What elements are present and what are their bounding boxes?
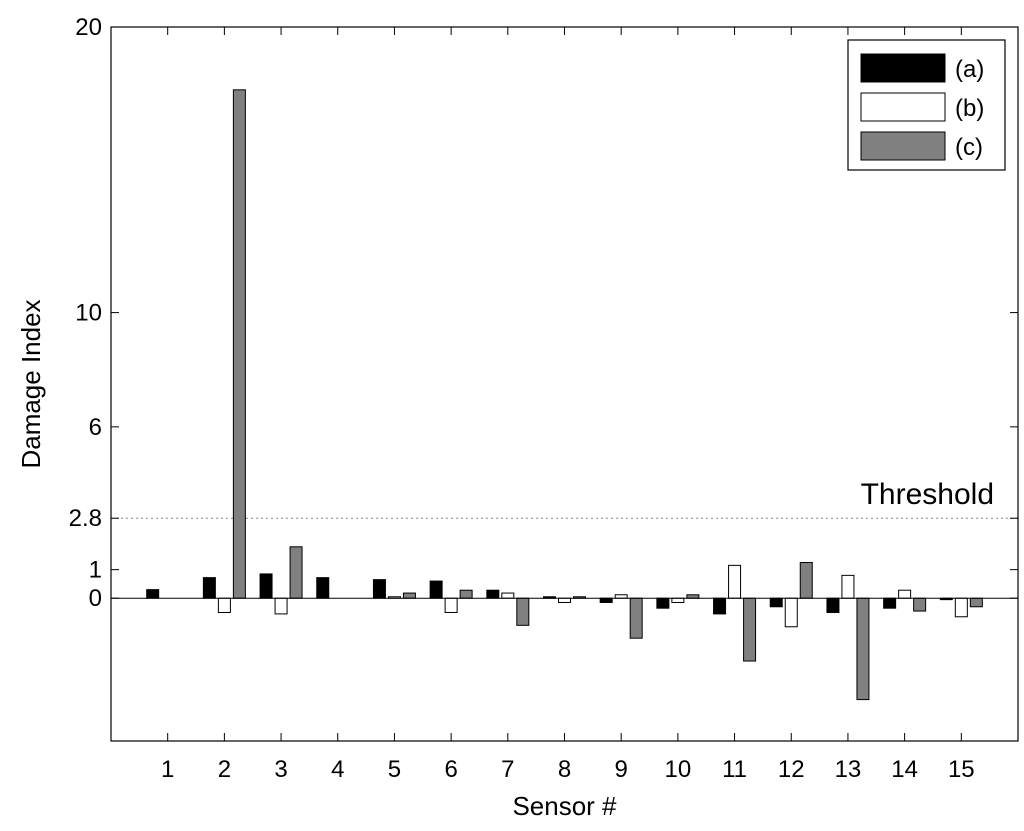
y-tick-label: 2.8 [69, 505, 102, 532]
bar-b-sensor-6 [444, 597, 458, 613]
bar-c-sensor-15 [969, 597, 983, 608]
bar-b-sensor-2 [217, 597, 231, 613]
bar-c-sensor-11 [743, 597, 757, 662]
y-tick-label: 10 [75, 300, 102, 327]
bar-c-sensor-3 [289, 546, 303, 599]
bar-a-sensor-4 [316, 577, 330, 599]
y-tick-label: 0 [89, 585, 102, 612]
bar-a-sensor-12 [769, 597, 783, 608]
bar-c-sensor-14 [913, 597, 927, 612]
y-tick-label: 6 [89, 414, 102, 441]
legend: (a) (b) (c) [847, 39, 1006, 171]
bar-b-sensor-11 [728, 564, 742, 599]
bar-b-sensor-10 [671, 597, 685, 603]
bar-c-sensor-2 [232, 89, 246, 599]
x-tick-label: 5 [388, 756, 401, 783]
x-tick-label: 15 [948, 756, 975, 783]
bar-b-sensor-14 [898, 589, 912, 599]
legend-label: (c) [955, 134, 983, 161]
bar-b-sensor-15 [954, 597, 968, 618]
x-tick-label: 6 [444, 756, 457, 783]
bar-a-sensor-3 [259, 573, 273, 599]
bar-a-sensor-13 [826, 597, 840, 613]
x-tick-label: 2 [218, 756, 231, 783]
x-tick-label: 10 [665, 756, 692, 783]
y-tick-label: 20 [75, 14, 102, 41]
x-tick-label: 12 [778, 756, 805, 783]
x-tick-label: 14 [891, 756, 918, 783]
x-tick-label: 9 [615, 756, 628, 783]
bar-c-sensor-12 [799, 562, 813, 599]
bar-b-sensor-12 [784, 597, 798, 628]
bar-a-sensor-7 [486, 589, 500, 599]
x-axis-title: Sensor # [512, 791, 617, 821]
bar-c-sensor-10 [686, 594, 700, 599]
legend-label: (a) [955, 56, 984, 83]
bars-layer [146, 89, 983, 701]
bar-b-sensor-9 [614, 594, 628, 599]
bar-a-sensor-1 [146, 589, 160, 599]
bar-b-sensor-3 [274, 597, 288, 615]
bar-b-sensor-7 [501, 592, 515, 599]
bar-c-sensor-7 [516, 597, 530, 626]
threshold-label: Threshold [861, 478, 994, 511]
x-tick-label: 4 [331, 756, 344, 783]
bar-a-sensor-2 [202, 577, 216, 599]
x-tick-label: 3 [274, 756, 287, 783]
bar-a-sensor-6 [429, 580, 443, 599]
bar-c-sensor-9 [629, 597, 643, 639]
x-tick-label: 8 [558, 756, 571, 783]
x-tick-label: 13 [835, 756, 862, 783]
bar-a-sensor-11 [713, 597, 727, 615]
legend-swatch [860, 53, 946, 83]
x-tick-label: 1 [161, 756, 174, 783]
bar-b-sensor-8 [558, 597, 571, 603]
legend-swatch [860, 92, 946, 122]
bar-a-sensor-10 [656, 597, 670, 609]
bar-a-sensor-9 [599, 597, 613, 603]
x-tick-label: 7 [501, 756, 514, 783]
bar-b-sensor-13 [841, 574, 855, 599]
legend-swatch [860, 131, 946, 161]
bar-a-sensor-5 [372, 579, 386, 599]
x-tick-label: 11 [722, 756, 747, 783]
bar-c-sensor-6 [459, 589, 473, 599]
bar-a-sensor-14 [883, 597, 897, 609]
bar-c-sensor-13 [856, 597, 870, 701]
legend-label: (b) [955, 95, 984, 122]
bar-c-sensor-5 [402, 592, 416, 599]
y-tick-label: 1 [89, 557, 102, 584]
y-axis-title: Damage Index [16, 299, 46, 468]
